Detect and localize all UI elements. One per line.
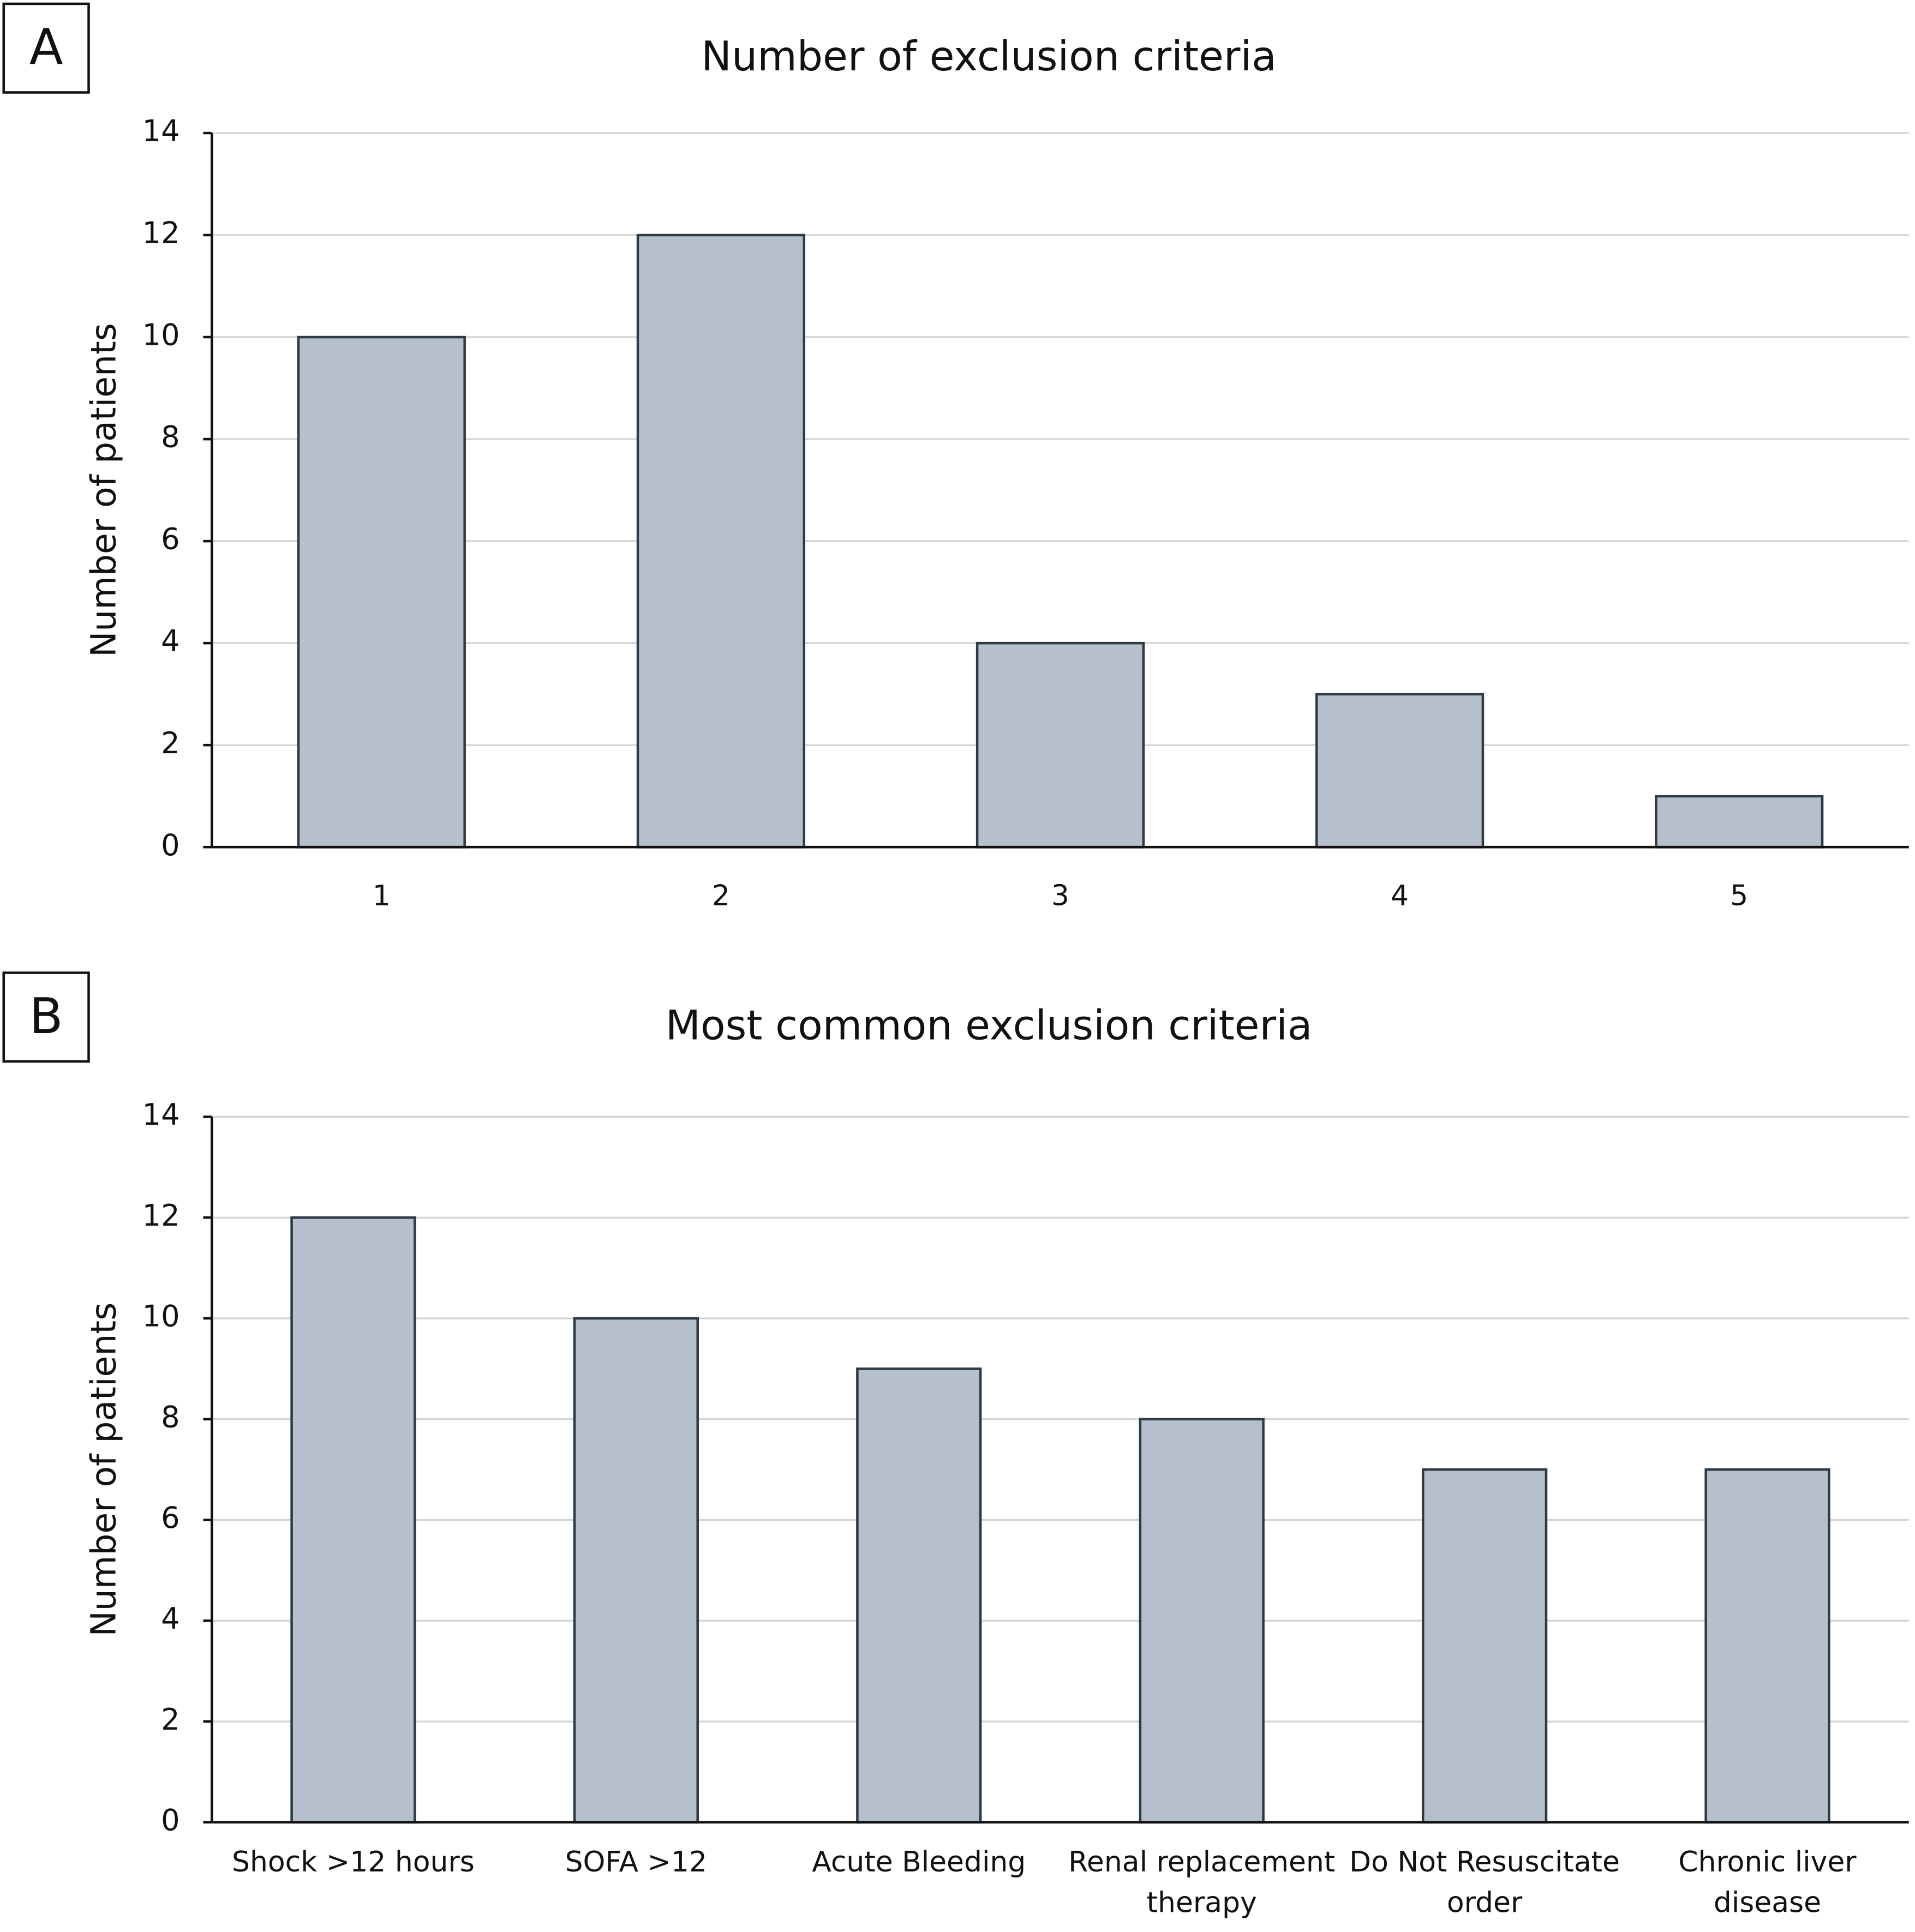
bar bbox=[976, 641, 1145, 849]
y-tick-label: 10 bbox=[142, 1299, 180, 1334]
y-tick-label: 12 bbox=[142, 1198, 180, 1233]
bar bbox=[290, 1216, 416, 1824]
x-tick-label: Shock >12 hours bbox=[232, 1847, 475, 1879]
x-tick-label-box: Do Not Resuscitate order bbox=[1349, 1847, 1620, 1920]
x-tick-label: 2 bbox=[711, 880, 730, 913]
y-tick-label: 2 bbox=[161, 1702, 179, 1737]
chart-title: Most common exclusion criteria bbox=[666, 1001, 1313, 1049]
y-tick-label: 10 bbox=[142, 318, 180, 352]
chart-title: Number of exclusion criteria bbox=[701, 33, 1277, 80]
x-tick-label-box: 1 bbox=[372, 880, 391, 913]
y-tick-label: 8 bbox=[161, 1400, 179, 1434]
bar bbox=[1139, 1418, 1265, 1824]
bar bbox=[1421, 1468, 1548, 1824]
x-tick-label: Acute Bleeding bbox=[812, 1847, 1026, 1879]
x-tick-label: 5 bbox=[1730, 880, 1749, 913]
bar bbox=[1315, 693, 1485, 849]
panel-label: B bbox=[29, 988, 63, 1045]
bar bbox=[856, 1367, 982, 1824]
bar bbox=[1704, 1468, 1830, 1824]
y-tick-label: 12 bbox=[142, 216, 180, 250]
panel-label: A bbox=[29, 19, 63, 76]
x-tick-label-box: Acute Bleeding bbox=[812, 1847, 1026, 1879]
y-tick-label: 8 bbox=[161, 420, 179, 454]
y-tick-label: 4 bbox=[161, 1601, 179, 1636]
y-axis-label: Number of patients bbox=[83, 323, 124, 657]
x-tick-label: 1 bbox=[372, 880, 391, 913]
x-tick-label: Chronic liver disease bbox=[1678, 1847, 1857, 1920]
bar bbox=[297, 335, 466, 849]
x-tick-label: SOFA >12 bbox=[565, 1847, 708, 1879]
x-tick-label-box: 5 bbox=[1730, 880, 1749, 913]
panel-box bbox=[2, 2, 90, 94]
x-tick-label: Renal replacement therapy bbox=[1068, 1847, 1336, 1920]
x-tick-label: 3 bbox=[1051, 880, 1069, 913]
x-tick-label-box: Renal replacement therapy bbox=[1068, 1847, 1336, 1920]
y-tick-label: 6 bbox=[161, 522, 179, 556]
x-tick-label-box: 2 bbox=[711, 880, 730, 913]
y-tick-label: 6 bbox=[161, 1501, 179, 1535]
x-tick-label-box: SOFA >12 bbox=[565, 1847, 708, 1879]
y-tick-label: 4 bbox=[161, 624, 179, 658]
bar bbox=[1655, 795, 1824, 849]
x-tick-label-box: Chronic liver disease bbox=[1678, 1847, 1857, 1920]
bar bbox=[636, 233, 806, 849]
y-tick-label: 2 bbox=[161, 726, 179, 760]
x-tick-label: 4 bbox=[1391, 880, 1409, 913]
x-tick-label-box: 3 bbox=[1051, 880, 1069, 913]
y-tick-label: 0 bbox=[161, 828, 179, 862]
y-tick-label: 14 bbox=[142, 114, 180, 148]
x-tick-label-box: 4 bbox=[1391, 880, 1409, 913]
y-axis-label: Number of patients bbox=[83, 1303, 124, 1637]
panel-box bbox=[2, 971, 90, 1063]
x-tick-label-box: Shock >12 hours bbox=[232, 1847, 475, 1879]
y-tick-label: 0 bbox=[161, 1803, 179, 1838]
x-tick-label: Do Not Resuscitate order bbox=[1349, 1847, 1620, 1920]
y-tick-label: 14 bbox=[142, 1097, 180, 1132]
bar bbox=[573, 1317, 699, 1824]
